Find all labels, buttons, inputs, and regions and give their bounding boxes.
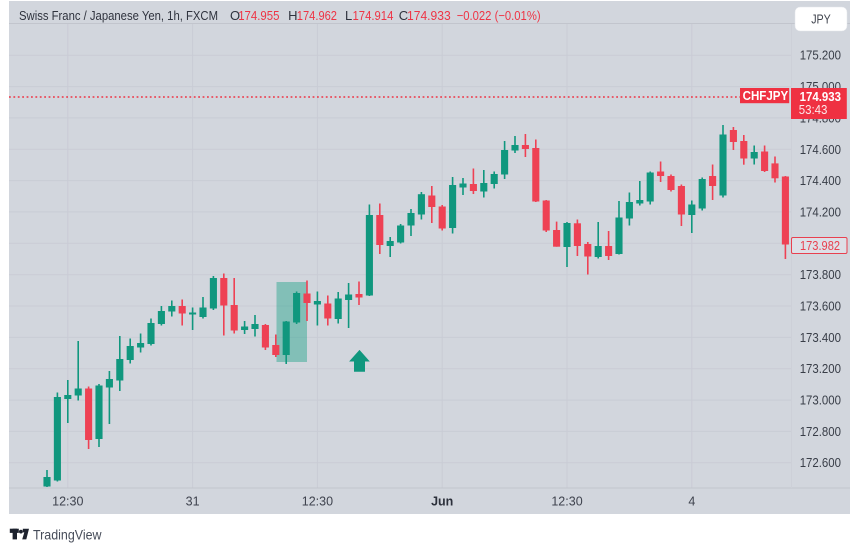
svg-text:173.200: 173.200: [800, 362, 841, 376]
svg-text:173.400: 173.400: [800, 331, 841, 345]
svg-text:174.933: 174.933: [407, 8, 451, 23]
svg-text:172.800: 172.800: [800, 425, 841, 439]
svg-text:173.600: 173.600: [800, 300, 841, 314]
svg-text:173.982: 173.982: [800, 239, 840, 253]
svg-text:172.600: 172.600: [800, 456, 841, 470]
svg-text:−0.022 (−0.01%): −0.022 (−0.01%): [457, 8, 541, 23]
svg-text:31: 31: [186, 495, 200, 509]
svg-text:H: H: [288, 8, 297, 23]
svg-text:173.000: 173.000: [800, 394, 841, 408]
svg-text:174.962: 174.962: [297, 8, 337, 23]
svg-text:174.955: 174.955: [238, 8, 279, 23]
svg-text:53:43: 53:43: [799, 103, 828, 117]
svg-text:C: C: [399, 8, 408, 23]
svg-text:12:30: 12:30: [551, 495, 582, 509]
svg-text:175.200: 175.200: [800, 49, 841, 63]
svg-text:Swiss Franc / Japanese Yen, 1h: Swiss Franc / Japanese Yen, 1h, FXCM: [19, 8, 218, 23]
svg-text:174.400: 174.400: [800, 174, 841, 188]
svg-text:174.600: 174.600: [800, 143, 841, 157]
svg-text:12:30: 12:30: [52, 495, 83, 509]
svg-text:CHFJPY: CHFJPY: [743, 89, 789, 103]
svg-text:O: O: [230, 8, 240, 23]
svg-text:TradingView: TradingView: [33, 527, 102, 543]
svg-text:174.933: 174.933: [800, 90, 841, 104]
svg-text:12:30: 12:30: [302, 495, 333, 509]
svg-text:173.800: 173.800: [800, 268, 841, 282]
svg-text:JPY: JPY: [811, 12, 831, 27]
svg-text:174.200: 174.200: [800, 205, 841, 219]
svg-text:Jun: Jun: [431, 495, 453, 509]
svg-text:174.914: 174.914: [353, 8, 394, 23]
svg-text:4: 4: [688, 495, 695, 509]
svg-text:L: L: [345, 8, 352, 23]
